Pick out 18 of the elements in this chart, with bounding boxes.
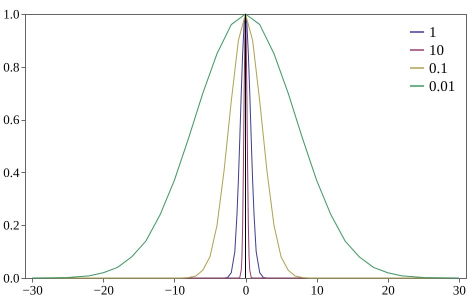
line-series — [32, 14, 460, 278]
x-tick-label: −20 — [94, 282, 114, 298]
x-tick-label: −10 — [164, 282, 186, 298]
y-tick-label: 0.6 — [3, 112, 20, 128]
y-tick-label: 0.0 — [3, 270, 20, 286]
x-tick-label: 30 — [452, 282, 466, 298]
x-tick-label: 20 — [382, 282, 395, 298]
y-tick-label: 0.2 — [3, 218, 20, 233]
legend-label: 0.1 — [429, 61, 448, 77]
y-tick-label: 0.4 — [3, 164, 20, 180]
x-tick-label: 0 — [242, 282, 250, 298]
y-tick-label: 1.0 — [3, 6, 20, 22]
x-tick-label: 10 — [310, 282, 324, 298]
x-tick-label: −30 — [22, 282, 43, 298]
legend-label: 0.01 — [429, 79, 456, 95]
legend-label: 1 — [429, 25, 436, 41]
y-tick-label: 0.8 — [3, 59, 20, 74]
legend-label: 10 — [429, 43, 444, 59]
